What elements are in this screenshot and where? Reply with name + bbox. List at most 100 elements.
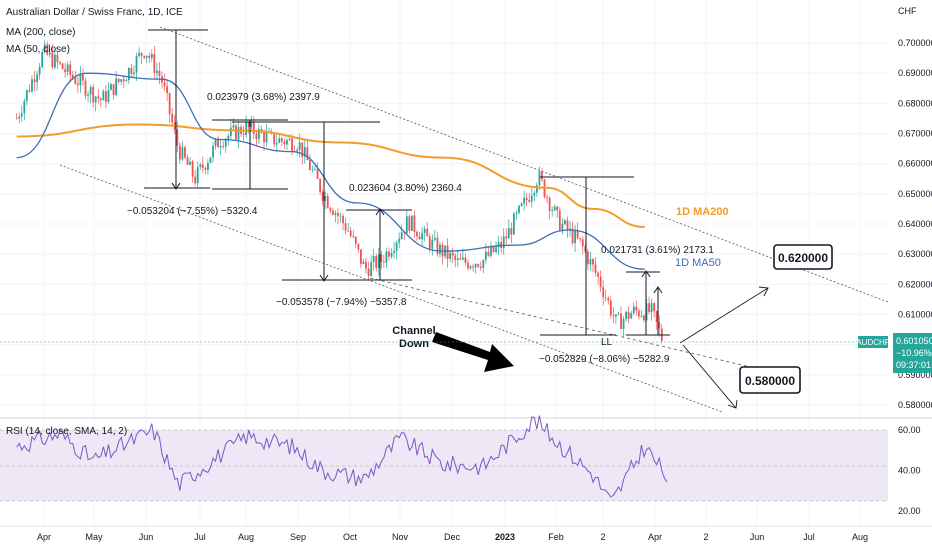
candle-body: [609, 300, 612, 316]
candle-body: [201, 164, 204, 168]
candle-body: [362, 261, 365, 264]
price-tick-label: 0.690000: [898, 68, 932, 78]
candle-body: [82, 74, 84, 81]
candle-body: [375, 256, 378, 268]
channel-lower-line: [59, 164, 723, 413]
candle-body: [194, 176, 197, 184]
rsi-band: [0, 430, 888, 501]
candle-body: [584, 246, 587, 252]
channel-label-line2: Down: [399, 338, 429, 350]
candle-body: [324, 196, 327, 201]
candle-body: [446, 245, 449, 259]
candle-body: [622, 318, 625, 330]
candle-body: [278, 138, 281, 143]
candle-body: [303, 147, 306, 157]
candle-body: [163, 82, 166, 87]
candle-body: [653, 303, 656, 312]
candle-body: [296, 149, 299, 152]
candle-body: [48, 52, 51, 55]
candle-body: [331, 210, 334, 215]
candle-body: [528, 199, 531, 202]
time-tick-label: Jun: [139, 532, 154, 542]
candle-body: [138, 52, 140, 56]
candle-body: [370, 262, 373, 276]
candle-body: [462, 257, 464, 260]
candle-body: [217, 139, 220, 148]
candle-body: [507, 228, 510, 239]
time-tick-label: 2: [600, 532, 605, 542]
candle-body: [650, 303, 653, 312]
rsi-axis-ticks: 60.00 40.00 20.00: [898, 425, 921, 516]
candle-body: [530, 195, 533, 202]
candle-body: [454, 255, 457, 261]
candle-body: [467, 262, 469, 269]
price-tick-label: 0.580000: [898, 400, 932, 410]
legend: Australian Dollar / Swiss Franc, 1D, ICE…: [6, 7, 183, 437]
candle-body: [204, 167, 207, 170]
candle-body: [18, 116, 21, 119]
price-tick-label: 0.630000: [898, 249, 932, 259]
candle-body: [426, 228, 429, 237]
symbol-tag-text: AUDCHF: [856, 338, 889, 347]
m6-label: −0.052829 (−8.06%) −5282.9: [539, 354, 670, 365]
candle-body: [398, 238, 401, 243]
time-tick-label: Dec: [444, 532, 461, 542]
candle-body: [439, 244, 441, 255]
candle-body: [571, 228, 574, 244]
candle-body: [357, 243, 360, 250]
candle-body: [617, 313, 620, 315]
candle-body: [59, 62, 61, 64]
time-tick-label: Apr: [37, 532, 51, 542]
ma50-label: 1D MA50: [675, 257, 721, 269]
candle-body: [186, 157, 189, 165]
time-tick-label: Aug: [852, 532, 868, 542]
measurement-brackets: [144, 29, 670, 336]
target-up-box: 0.620000: [773, 244, 833, 270]
price-axis-unit: CHF: [898, 6, 917, 16]
candle-body: [23, 100, 26, 114]
candle-body: [472, 266, 475, 268]
candle-body: [283, 141, 286, 145]
candle-body: [431, 239, 434, 249]
candle-body: [306, 147, 309, 161]
candle-body: [207, 162, 209, 170]
candle-body: [222, 145, 225, 147]
candle-body: [586, 251, 589, 265]
candle-body: [459, 258, 462, 260]
candle-body: [43, 44, 46, 52]
candle-body: [612, 315, 615, 317]
candle-body: [436, 237, 439, 255]
candle-body: [349, 230, 352, 237]
candle-body: [130, 67, 133, 74]
rsi-tick-label: 60.00: [898, 425, 921, 435]
candle-body: [265, 132, 268, 143]
candle-body: [474, 264, 477, 268]
candle-body: [263, 132, 265, 143]
time-axis[interactable]: Apr May Jun Jul Aug Sep Oct Nov Dec 2023 Feb 2 Apr 2 J…: [37, 532, 868, 542]
candle-body: [502, 236, 505, 249]
candle-body: [66, 64, 69, 73]
candle-body: [635, 306, 638, 311]
time-tick-label: Oct: [343, 532, 358, 542]
candle-body: [589, 259, 592, 265]
candle-body: [377, 254, 380, 268]
candle-body: [97, 96, 100, 99]
candle-body: [354, 236, 357, 244]
candle-body: [365, 261, 367, 269]
candle-body: [288, 138, 291, 141]
candle-body: [523, 197, 526, 204]
candle-body: [178, 145, 181, 160]
candle-body: [148, 55, 151, 58]
candle-body: [594, 264, 597, 273]
candle-body: [153, 54, 156, 73]
candle-body: [482, 259, 485, 268]
time-tick-label: Nov: [392, 532, 409, 542]
ll-label: LL: [601, 337, 613, 348]
candle-body: [107, 89, 110, 102]
candle-body: [576, 230, 579, 238]
candle-body: [339, 215, 342, 217]
candle-body: [309, 160, 311, 170]
time-tick-label: May: [85, 532, 103, 542]
candle-body: [92, 87, 95, 103]
